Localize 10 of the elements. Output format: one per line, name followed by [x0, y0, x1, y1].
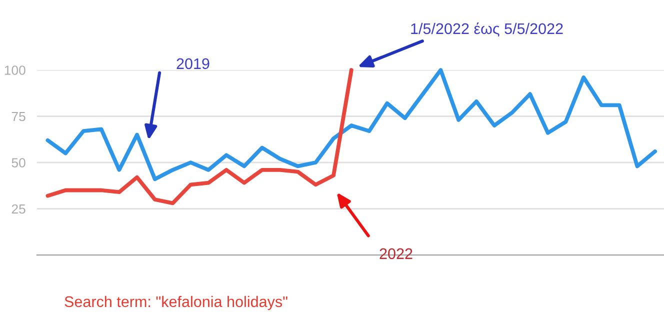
line-series — [46, 68, 658, 182]
annotation: 2022 — [380, 248, 412, 260]
y-tick-label: 75 — [12, 112, 26, 122]
text: 1/5/2022 έως 5/5/2022 — [411, 22, 563, 37]
y-tick-label: 100 — [4, 66, 26, 75]
text: Search term: "kefalonia holidays" — [64, 296, 288, 310]
y-tick-label: 25 — [12, 204, 26, 214]
line-series — [46, 68, 354, 206]
text: 2019 — [176, 58, 210, 70]
y-tick-label: 50 — [12, 158, 26, 168]
